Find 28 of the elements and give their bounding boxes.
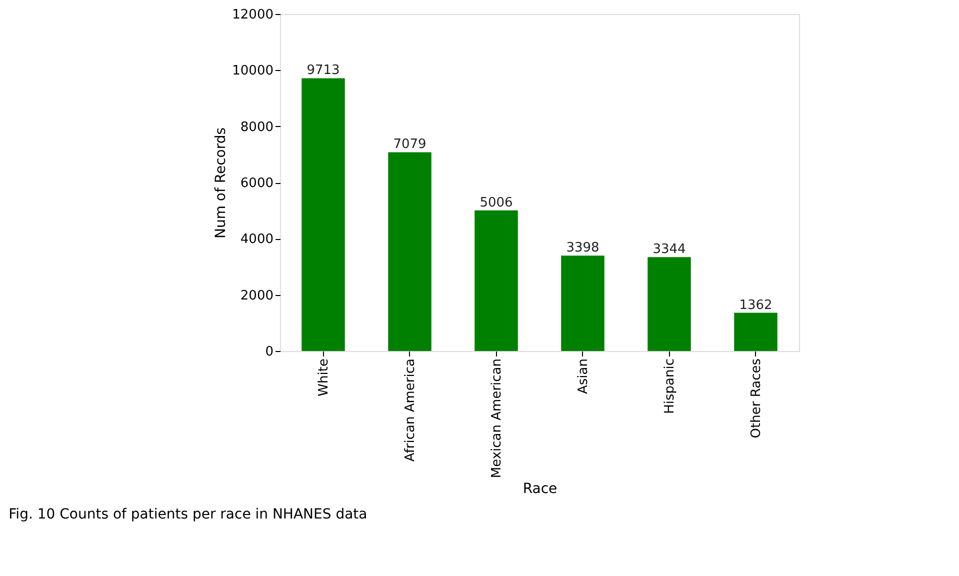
bar xyxy=(302,78,345,351)
data-label: 1362 xyxy=(739,298,772,313)
y-tick-label: 8000 xyxy=(240,120,274,135)
bar xyxy=(388,152,432,351)
y-tick-label: 4000 xyxy=(240,232,274,248)
x-tick-label: Hispanic xyxy=(662,358,678,414)
data-label: 7079 xyxy=(393,137,426,152)
bar xyxy=(648,257,691,351)
bar xyxy=(561,256,604,351)
bar xyxy=(734,312,778,351)
data-label: 3344 xyxy=(652,242,686,258)
x-tick-label: Mexican American xyxy=(489,358,504,478)
y-axis-title: Num of Records xyxy=(213,127,230,239)
data-label: 5006 xyxy=(480,195,513,210)
data-label: 3398 xyxy=(566,240,600,256)
y-tick-label: 6000 xyxy=(240,176,274,191)
y-tick-label: 12000 xyxy=(232,8,274,22)
data-label: 9713 xyxy=(306,63,340,78)
x-tick-label: White xyxy=(316,358,332,396)
y-tick-label: 10000 xyxy=(232,64,274,79)
caption: Fig. 10 Counts of patients per race in NHANES data xyxy=(8,506,368,523)
y-tick-label: 2000 xyxy=(240,288,274,304)
x-tick-label: African America xyxy=(402,358,418,462)
x-tick-label: Asian xyxy=(576,358,591,394)
x-tick-label: Other Races xyxy=(748,358,764,438)
bar xyxy=(474,210,518,351)
x-axis-title: Race xyxy=(522,481,558,498)
y-tick-label: 0 xyxy=(265,344,274,360)
